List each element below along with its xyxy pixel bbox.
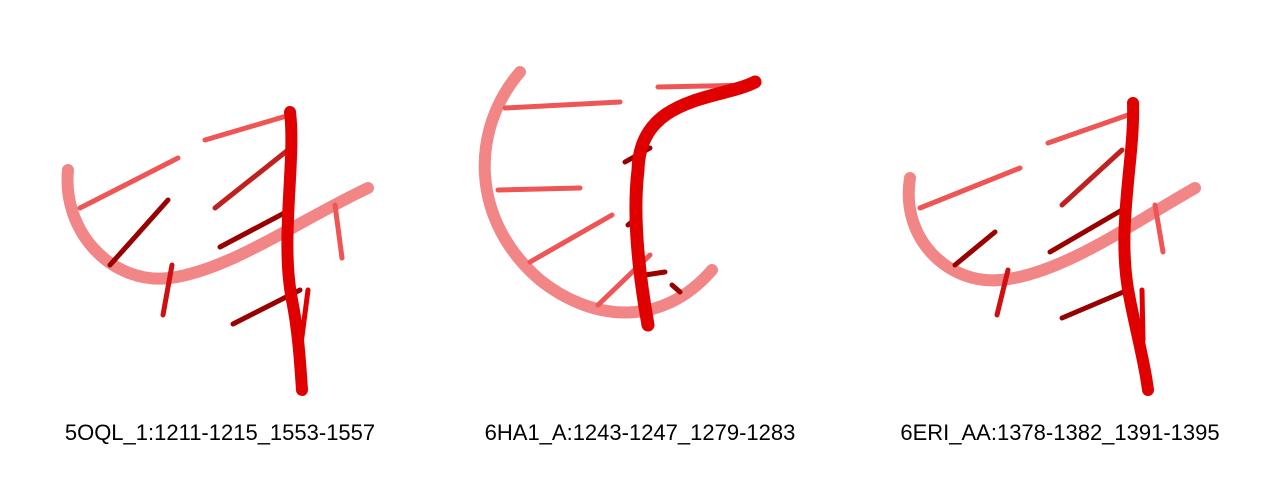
front-strand-3	[1118, 97, 1154, 396]
front-strand-1	[281, 106, 311, 396]
base-pairs-1	[77, 112, 345, 327]
base-pairs-3	[917, 112, 1166, 343]
back-strand-2	[478, 66, 718, 319]
structure-label-1: 5OQL_1:1211-1215_1553-1557	[64, 420, 376, 445]
structure-label-2: 6HA1_A:1243-1247_1279-1283	[484, 420, 796, 445]
back-strand-3	[902, 172, 1201, 287]
structure-label-3: 6ERI_AA:1378-1382_1391-1395	[900, 420, 1220, 445]
front-strand-2	[629, 75, 762, 332]
